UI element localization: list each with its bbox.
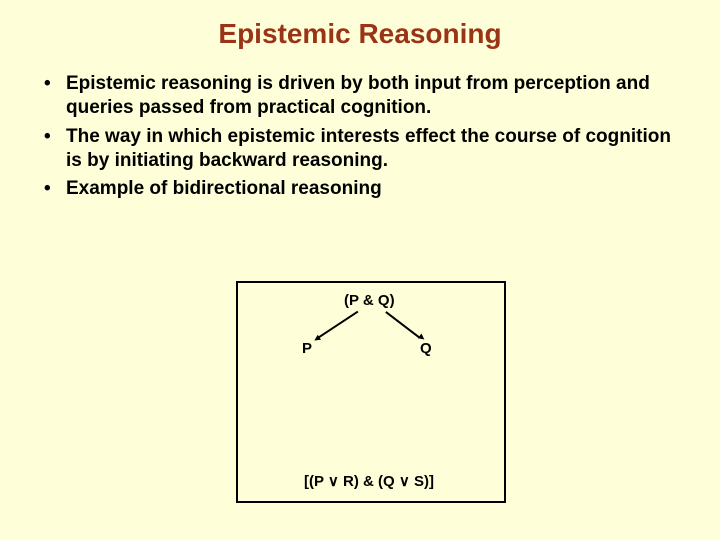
bullet-item: Epistemic reasoning is driven by both in… — [40, 72, 680, 121]
diagram-node-q: Q — [420, 340, 432, 357]
diagram-box — [236, 281, 506, 503]
diagram-node-top: (P & Q) — [344, 292, 395, 309]
slide: Epistemic Reasoning Epistemic reasoning … — [0, 0, 720, 540]
slide-title: Epistemic Reasoning — [40, 18, 680, 50]
diagram-node-p: P — [302, 340, 312, 357]
diagram-node-bottom: [(P ∨ R) & (Q ∨ S)] — [304, 472, 434, 490]
bullet-list: Epistemic reasoning is driven by both in… — [40, 72, 680, 202]
bullet-item: Example of bidirectional reasoning — [40, 177, 680, 201]
bullet-item: The way in which epistemic interests eff… — [40, 125, 680, 174]
